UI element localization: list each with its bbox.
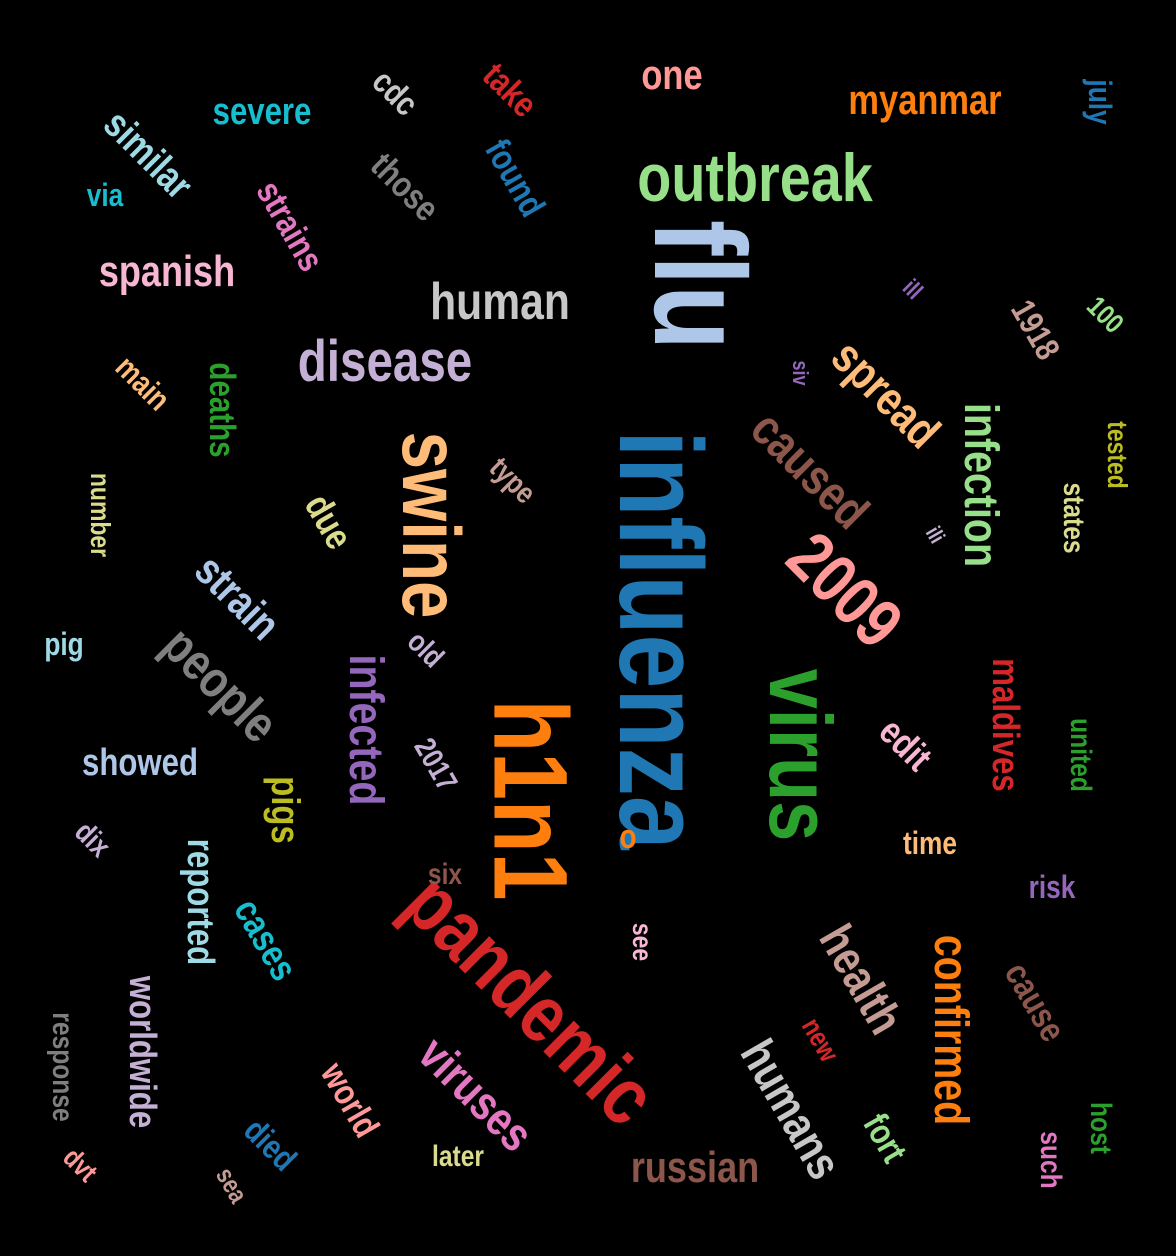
word-2017: 2017 [407, 732, 464, 797]
word-confirmed: confirmed [924, 934, 977, 1126]
word-via: via [86, 177, 124, 213]
word-myanmar: myanmar [848, 76, 1002, 123]
word-states: states [1057, 482, 1090, 554]
word-human: human [430, 273, 570, 331]
word-flu: flu [627, 219, 773, 351]
word-siv: siv [788, 360, 813, 386]
word-deaths: deaths [202, 362, 243, 458]
word-pandemic: pandemic [387, 856, 674, 1143]
word-showed: showed [81, 742, 199, 784]
word-worldwide: worldwide [121, 975, 163, 1129]
word-caused: caused [740, 400, 880, 540]
word-old: old [400, 624, 451, 675]
word-severe: severe [212, 91, 312, 133]
word-see: see [627, 922, 658, 962]
word-infection: infection [954, 403, 1007, 567]
word-due: due [295, 487, 361, 557]
word-ill: ill [897, 274, 928, 305]
word-ili: ili [920, 521, 951, 548]
word-russian: russian [630, 1143, 760, 1192]
word-fort: fort [855, 1106, 916, 1170]
word-those: those [363, 144, 448, 229]
word-july: july [1082, 79, 1118, 125]
word-time: time [903, 825, 957, 861]
word-pigs: pigs [263, 776, 307, 844]
word-one: one [641, 51, 703, 98]
word-such: such [1034, 1131, 1067, 1189]
word-died: died [236, 1111, 304, 1179]
word-people: people [150, 615, 290, 755]
word-united: united [1064, 718, 1097, 792]
word-1918: 1918 [1003, 293, 1067, 367]
word-host: host [1084, 1102, 1117, 1154]
word-cdc: cdc [364, 62, 426, 124]
word-disease: disease [297, 329, 473, 394]
word-number: number [85, 472, 116, 558]
word-pig: pig [44, 626, 84, 662]
word-h1n1: h1n1 [471, 699, 589, 901]
word-strains: strains [248, 173, 333, 278]
word-found: found [477, 132, 554, 224]
word-sea: sea [210, 1162, 254, 1208]
word-tested: tested [1102, 421, 1133, 489]
word-response: response [46, 1012, 79, 1122]
word-dix: dix [68, 815, 117, 864]
word-world: world [312, 1055, 388, 1145]
word-dvt: dvt [57, 1141, 104, 1188]
word-swine: swine [385, 431, 476, 619]
word-reported: reported [179, 838, 221, 966]
word-main: main [108, 348, 178, 418]
word-type: type [482, 451, 542, 511]
word-influenza: influenza [594, 430, 726, 850]
word-new: new [795, 1012, 846, 1067]
word-spanish: spanish [98, 247, 236, 296]
word-o: o [619, 818, 637, 856]
word-maldives: maldives [984, 658, 1026, 792]
word-100: 100 [1080, 290, 1130, 340]
word-spread: spread [820, 330, 950, 460]
word-risk: risk [1028, 869, 1076, 905]
word-outbreak: outbreak [637, 140, 873, 216]
word-take: take [474, 54, 546, 126]
word-2009: 2009 [772, 517, 918, 663]
word-six: six [427, 858, 463, 891]
word-virus: virus [751, 668, 850, 842]
word-cases: cases [225, 891, 305, 989]
word-cause: cause [996, 955, 1075, 1049]
word-edit: edit [870, 710, 940, 780]
word-later: later [432, 1140, 484, 1173]
word-infected: infected [339, 654, 392, 806]
